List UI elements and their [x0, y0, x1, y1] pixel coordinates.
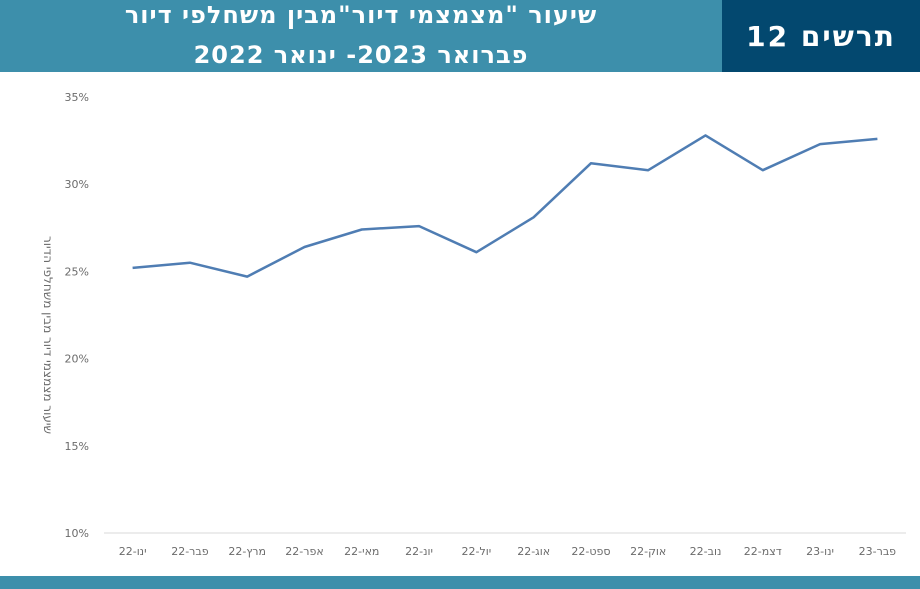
x-tick-label: ינו-22 — [119, 545, 147, 558]
x-axis: ינו-22 פבר-22 מרץ-22 אפר-22 מאי-22 יונ-22 יול-… — [104, 532, 906, 558]
y-tick-label: 30% — [65, 178, 89, 191]
y-axis: 10% 15% 20% 25% 30% 35% — [65, 91, 89, 540]
x-tick-label: פבר-22 — [171, 545, 209, 558]
y-tick-label: 35% — [65, 91, 89, 104]
x-tick-label: יול-22 — [462, 545, 492, 558]
line-chart: 10% 15% 20% 25% 30% 35% ינו-22 פבר-22 מרץ-22 אפר… — [41, 91, 906, 558]
y-tick-label: 10% — [65, 527, 89, 540]
x-tick-label: אוק-22 — [630, 545, 666, 558]
x-tick-label: נוב-22 — [690, 545, 722, 558]
x-tick-label: יונ-22 — [405, 545, 433, 558]
y-tick-label: 20% — [65, 353, 89, 366]
x-tick-label: דצמ-22 — [744, 545, 782, 558]
x-tick-label: ינו-23 — [806, 545, 834, 558]
series-line — [132, 134, 878, 278]
x-tick-label: אפר-22 — [285, 545, 323, 558]
title-line-2: פברואר 2023- ינואר 2022 — [193, 41, 529, 69]
x-tick-label: אוג-22 — [517, 545, 550, 558]
header-bar: שיעור "מצמצמי דיור"מבין משחלפי דיור פברו… — [0, 0, 920, 72]
y-axis-label: שיעור מצמצמי דיור מבין משחלפי הדיור — [41, 236, 55, 434]
y-tick-label: 15% — [65, 440, 89, 453]
chart-title: שיעור "מצמצמי דיור"מבין משחלפי דיור פברו… — [0, 0, 722, 72]
x-tick-label: מאי-22 — [344, 545, 379, 558]
x-tick-label: ספט-22 — [571, 545, 610, 558]
figure-number-badge: תרשים 12 — [722, 0, 920, 72]
y-tick-label: 25% — [65, 265, 89, 278]
x-tick-label: מרץ-22 — [228, 545, 266, 558]
x-tick-label: פבר-23 — [859, 545, 897, 558]
footer-bar — [0, 576, 920, 589]
title-line-1: שיעור "מצמצמי דיור"מבין משחלפי דיור — [124, 1, 598, 29]
series-layer — [132, 134, 878, 278]
